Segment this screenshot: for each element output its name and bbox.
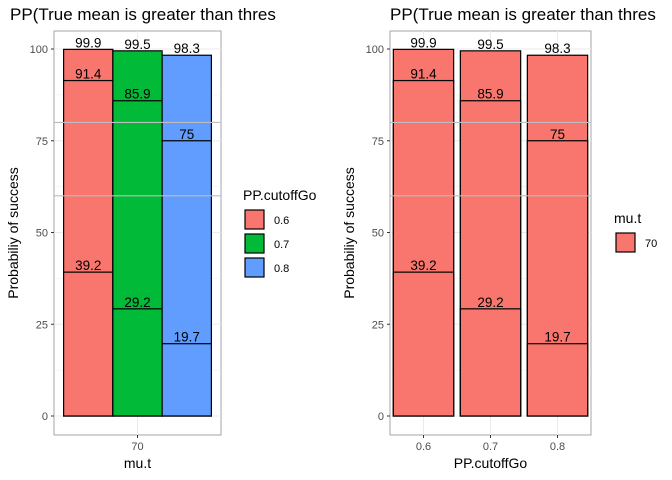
y-tick-label: 100 <box>366 44 384 56</box>
x-tick-label: 0.6 <box>416 441 431 453</box>
data-label: 19.7 <box>544 330 570 345</box>
y-axis-title: Probabiliy of success <box>341 167 357 299</box>
bar-70-2 <box>526 343 589 417</box>
y-tick-label: 25 <box>36 319 48 331</box>
data-label: 19.7 <box>174 330 200 345</box>
y-tick-label: 75 <box>372 136 384 148</box>
bar-70-2 <box>392 271 455 417</box>
y-tick-label: 50 <box>36 228 48 240</box>
legend-label: 0.6 <box>274 215 289 227</box>
data-label: 99.5 <box>477 37 503 52</box>
data-label: 91.4 <box>75 67 102 82</box>
legend-key-70 <box>615 232 636 253</box>
data-label: 98.3 <box>174 41 200 56</box>
y-tick-label: 100 <box>30 44 48 56</box>
data-label: 91.4 <box>410 67 437 82</box>
legend: mu.t 70 <box>614 210 657 253</box>
y-tick-label: 0 <box>378 411 384 423</box>
chart-title: PP(True mean is greater than thres <box>10 5 276 24</box>
data-label: 75 <box>179 127 194 142</box>
x-tick-label: 0.7 <box>483 441 498 453</box>
y-tick-label: 0 <box>42 411 48 423</box>
legend-key-0.6 <box>244 209 265 230</box>
legend-label: 0.8 <box>274 263 289 275</box>
data-label: 85.9 <box>124 87 150 102</box>
x-axis-title: PP.cutoffGo <box>454 455 528 471</box>
legend-key-0.8 <box>244 257 265 278</box>
y-tick-label: 50 <box>372 228 384 240</box>
legend-label: 0.7 <box>274 239 289 251</box>
data-label: 99.9 <box>410 35 436 50</box>
legend-key-0.7 <box>244 233 265 254</box>
bar-70-2 <box>459 308 522 417</box>
bar-0.8-2 <box>161 343 212 417</box>
legend-label: 70 <box>645 238 657 250</box>
data-label: 29.2 <box>124 295 150 310</box>
bar-0.6-2 <box>63 271 114 417</box>
data-label: 29.2 <box>477 295 503 310</box>
chart-1: 99.9 91.4 39.2 99.5 85.9 29.2 98.3 75 19.7 0 25 50 7… <box>5 5 317 471</box>
data-label: 85.9 <box>477 87 503 102</box>
legend-title: mu.t <box>614 210 641 226</box>
data-label: 99.9 <box>75 35 101 50</box>
chart-title: PP(True mean is greater than thres <box>390 5 656 24</box>
x-tick-label: 70 <box>131 441 143 453</box>
data-label: 39.2 <box>410 258 436 273</box>
x-axis-title: mu.t <box>124 455 151 471</box>
data-label: 75 <box>550 127 565 142</box>
data-label: 99.5 <box>124 37 150 52</box>
legend: PP.cutoffGo 0.6 0.7 0.8 <box>243 187 317 278</box>
legend-title: PP.cutoffGo <box>243 187 317 203</box>
y-axis-title: Probabiliy of success <box>5 167 21 299</box>
y-tick-label: 25 <box>372 319 384 331</box>
chart-2: 99.9 91.4 39.2 99.5 85.9 29.2 98.3 75 19.7 0 25 50 7… <box>341 5 657 471</box>
data-label: 39.2 <box>75 258 101 273</box>
data-label: 98.3 <box>544 41 570 56</box>
y-tick-label: 75 <box>36 136 48 148</box>
bar-0.7-2 <box>112 308 163 417</box>
x-tick-label: 0.8 <box>550 441 565 453</box>
